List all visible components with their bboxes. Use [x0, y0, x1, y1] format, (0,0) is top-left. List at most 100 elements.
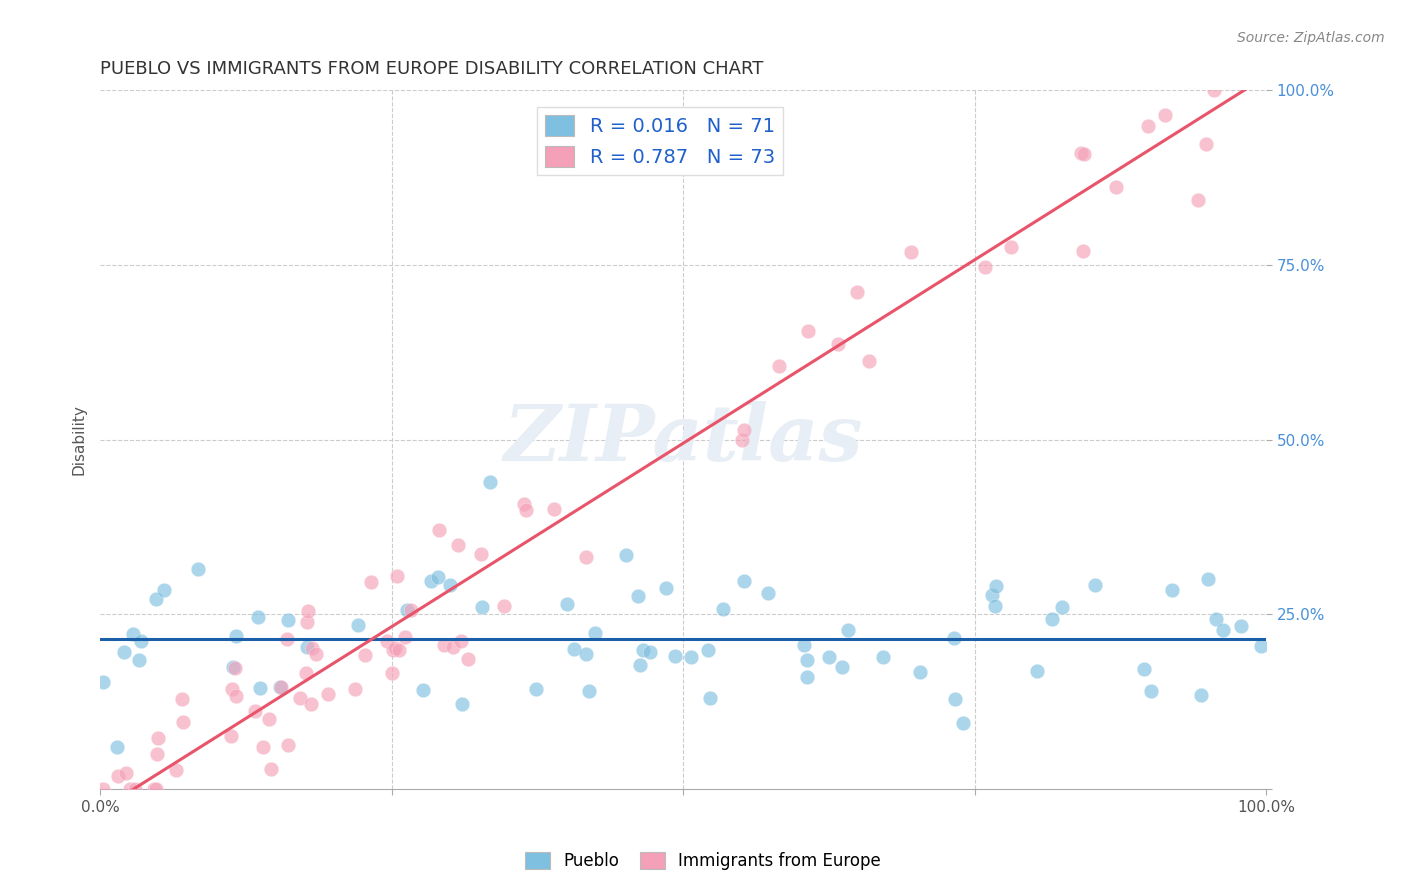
Text: Source: ZipAtlas.com: Source: ZipAtlas.com — [1237, 31, 1385, 45]
Point — [827, 337, 849, 351]
Point — [388, 643, 411, 657]
Point — [433, 638, 456, 652]
Point — [318, 688, 340, 702]
Point — [796, 669, 818, 683]
Point — [153, 582, 176, 597]
Point — [252, 740, 274, 755]
Point — [1187, 193, 1209, 207]
Point — [1073, 146, 1095, 161]
Point — [494, 599, 516, 614]
Point — [124, 782, 146, 797]
Point — [1212, 623, 1234, 637]
Point — [655, 581, 678, 595]
Text: ZIPatlas: ZIPatlas — [503, 401, 863, 478]
Point — [1000, 240, 1022, 254]
Point — [943, 691, 966, 706]
Point — [1160, 583, 1182, 598]
Point — [1040, 612, 1063, 626]
Point — [1197, 572, 1219, 586]
Point — [479, 475, 502, 489]
Point — [270, 680, 292, 694]
Point — [470, 547, 492, 561]
Point — [105, 740, 128, 755]
Point — [297, 604, 319, 618]
Point — [1139, 684, 1161, 698]
Point — [564, 642, 586, 657]
Point — [187, 562, 209, 576]
Point — [697, 643, 720, 657]
Point — [443, 640, 465, 655]
Point — [575, 647, 598, 661]
Point — [145, 782, 167, 797]
Point — [575, 549, 598, 564]
Point — [447, 538, 470, 552]
Point — [399, 603, 422, 617]
Point — [845, 285, 868, 299]
Point — [224, 661, 246, 675]
Point — [984, 599, 1007, 614]
Point — [513, 496, 536, 510]
Y-axis label: Disability: Disability — [72, 404, 86, 475]
Point — [1250, 639, 1272, 653]
Point — [107, 768, 129, 782]
Point — [733, 423, 755, 437]
Point — [638, 645, 661, 659]
Point — [221, 681, 243, 696]
Point — [420, 574, 443, 589]
Point — [1205, 612, 1227, 626]
Point — [837, 624, 859, 638]
Point — [429, 523, 451, 537]
Point — [817, 650, 839, 665]
Point — [121, 626, 143, 640]
Point — [288, 690, 311, 705]
Point — [1084, 578, 1107, 592]
Point — [277, 613, 299, 627]
Point — [616, 548, 638, 562]
Point — [146, 731, 169, 745]
Point — [1070, 146, 1092, 161]
Point — [249, 681, 271, 696]
Point — [396, 603, 419, 617]
Point — [221, 660, 243, 674]
Point — [225, 629, 247, 643]
Point — [756, 586, 779, 600]
Point — [412, 682, 434, 697]
Point — [711, 601, 734, 615]
Point — [679, 650, 702, 665]
Point — [980, 588, 1002, 602]
Point — [984, 579, 1007, 593]
Point — [385, 569, 408, 583]
Point — [128, 653, 150, 667]
Legend: R = 0.016   N = 71, R = 0.787   N = 73: R = 0.016 N = 71, R = 0.787 N = 73 — [537, 107, 783, 175]
Point — [699, 691, 721, 706]
Point — [1204, 83, 1226, 97]
Point — [768, 359, 790, 374]
Point — [146, 747, 169, 761]
Point — [796, 653, 818, 667]
Text: PUEBLO VS IMMIGRANTS FROM EUROPE DISABILITY CORRELATION CHART: PUEBLO VS IMMIGRANTS FROM EUROPE DISABIL… — [100, 60, 763, 78]
Point — [524, 681, 547, 696]
Point — [301, 641, 323, 656]
Point — [112, 645, 135, 659]
Point — [219, 729, 242, 743]
Point — [457, 651, 479, 665]
Point — [471, 600, 494, 615]
Point — [129, 633, 152, 648]
Point — [872, 649, 894, 664]
Point — [344, 681, 367, 696]
Point — [384, 640, 406, 655]
Point — [426, 570, 449, 584]
Point — [793, 638, 815, 652]
Point — [1052, 599, 1074, 614]
Point — [515, 503, 537, 517]
Point — [450, 697, 472, 711]
Point — [142, 782, 165, 797]
Point — [1026, 664, 1049, 678]
Point — [93, 782, 115, 797]
Point — [269, 680, 291, 694]
Point — [1229, 618, 1251, 632]
Point — [295, 665, 318, 680]
Point — [172, 715, 194, 730]
Point — [277, 738, 299, 752]
Point — [831, 660, 853, 674]
